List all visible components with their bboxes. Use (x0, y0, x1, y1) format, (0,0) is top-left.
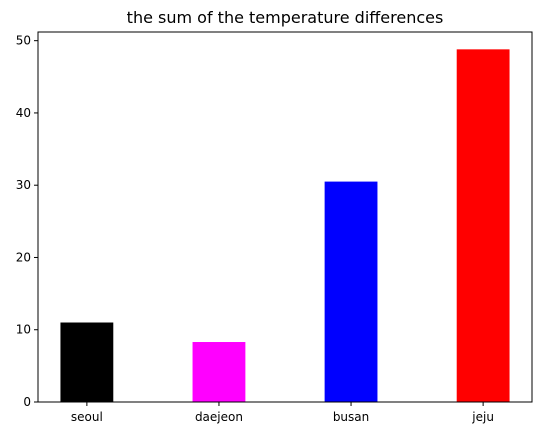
y-tick-label: 50 (16, 34, 31, 48)
y-tick-label: 40 (16, 106, 31, 120)
chart-title: the sum of the temperature differences (127, 8, 444, 27)
plot-area-frame (37, 31, 533, 403)
bar-seoul (60, 322, 114, 402)
x-tick-label: busan (333, 410, 369, 424)
x-tick-label: jeju (471, 410, 494, 424)
bar-busan (324, 181, 378, 402)
x-tick-label: seoul (71, 410, 103, 424)
y-tick-label: 20 (16, 250, 31, 264)
y-tick-label: 30 (16, 178, 31, 192)
x-axis-ticks: seoul daejeon busan jeju (71, 402, 494, 424)
bar-jeju (456, 49, 510, 402)
y-axis-ticks: 0 10 20 30 40 50 (16, 34, 38, 409)
bar-daejeon (192, 342, 246, 402)
y-tick-label: 10 (16, 323, 31, 337)
bars-group (60, 49, 510, 402)
x-tick-label: daejeon (195, 410, 243, 424)
y-tick-label: 0 (23, 395, 31, 409)
